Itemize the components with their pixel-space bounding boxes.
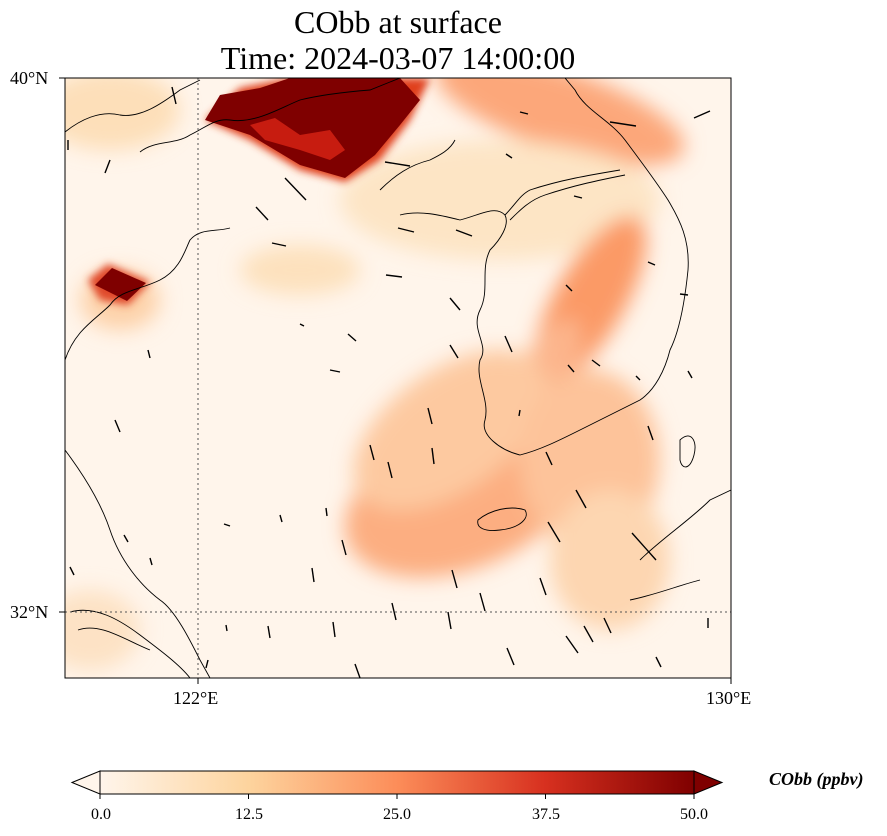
map-subtitle-time: Time: 2024-03-07 14:00:00 [220,40,576,76]
map-title: CObb at surface [294,4,502,40]
colorbar [70,770,724,799]
colorbar-tick-0: 0.0 [91,806,111,823]
colorbar-tick-50: 50.0 [680,806,708,823]
colorbar-tick-25: 25.0 [383,806,411,823]
coastlines [65,78,731,678]
lat-tick-32n: 32°N [10,602,49,622]
map-frame [64,77,732,679]
map-panel [65,78,731,678]
cobb-field [65,78,685,670]
wind-vectors [67,86,711,678]
lon-tick-130e: 130°E [706,688,752,708]
lat-tick-40n: 40°N [10,68,49,88]
cobb-plume-west [88,264,150,305]
gridlines [65,78,731,678]
colorbar-label: CObb (ppbv) [769,769,864,789]
colorbar-tick-37-5: 37.5 [532,806,560,823]
cobb-plume-north [205,78,430,182]
lon-tick-122e: 122°E [173,688,219,708]
axis-ticks [59,77,732,684]
colorbar-tick-12-5: 12.5 [235,806,263,823]
